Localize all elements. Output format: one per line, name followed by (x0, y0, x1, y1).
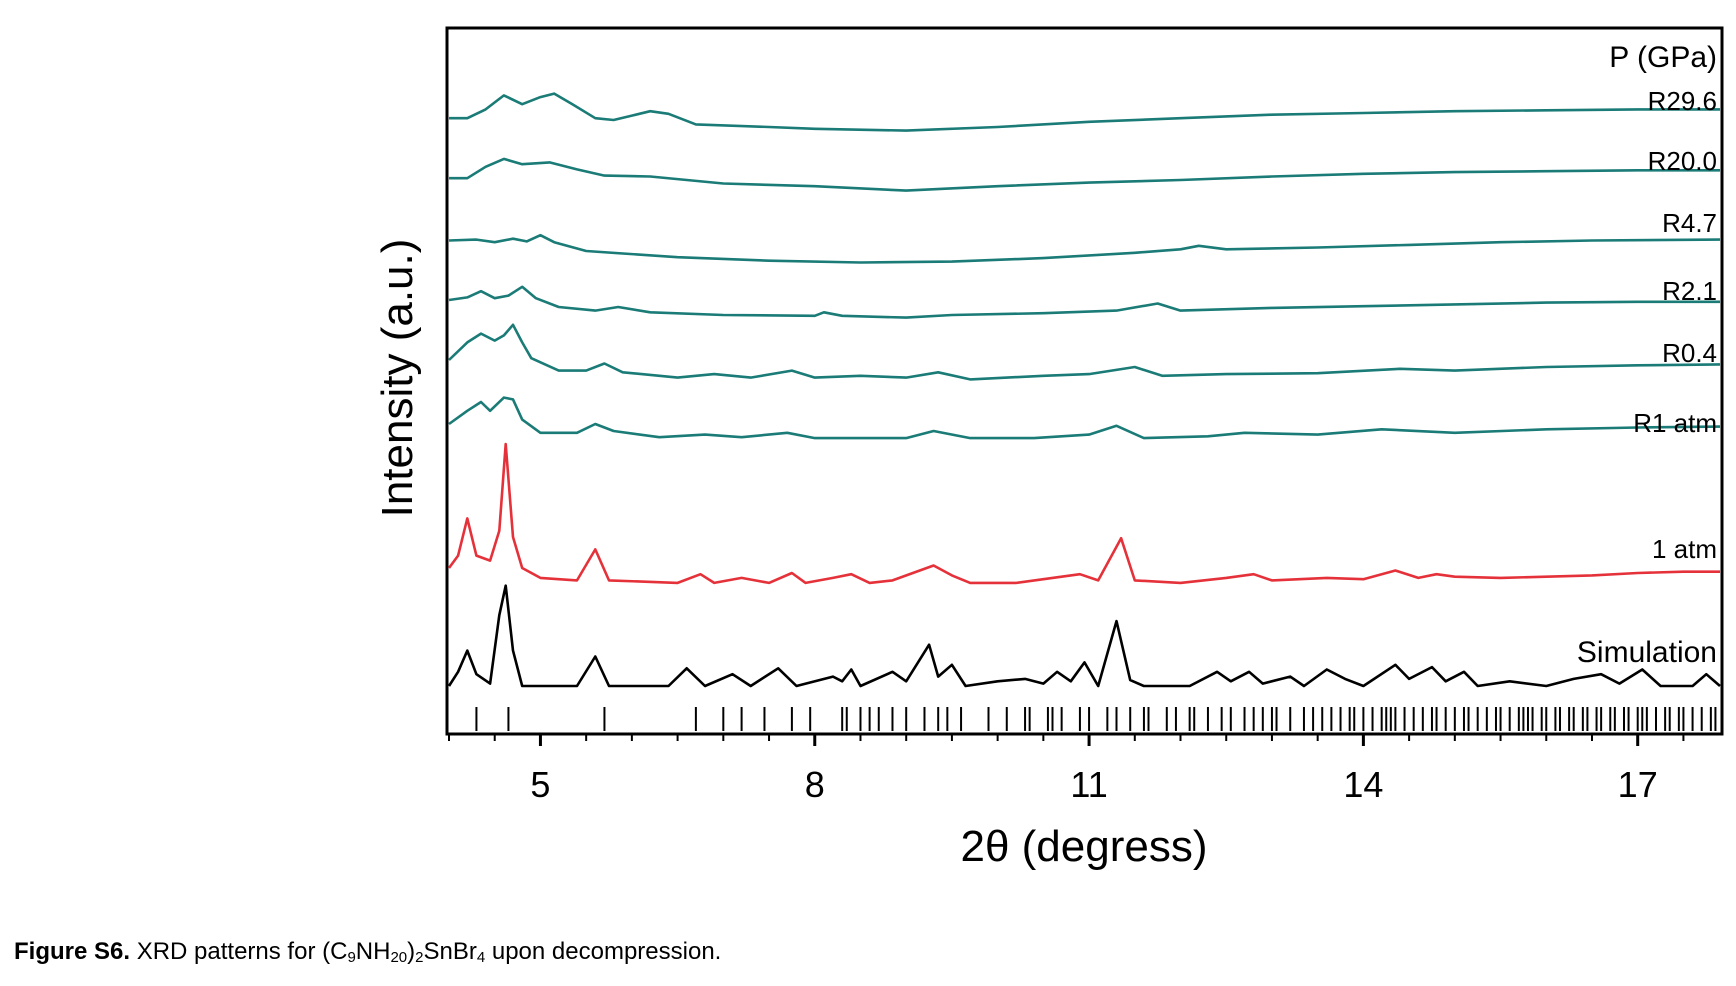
reflection-ticks (475, 707, 1717, 731)
caption-sub: 2 (415, 949, 424, 966)
xrd-chart: 5 8 11 14 17 R29.6 R20.0 R4.7 R2.1 R0.4 R1 atm 1 a… (373, 26, 1724, 871)
series-label: R0.4 (1662, 338, 1717, 368)
series-label: R1 atm (1633, 408, 1717, 438)
x-tick-label: 11 (1070, 764, 1107, 805)
caption-text: NH (355, 938, 391, 965)
x-axis-label: 2θ (degress) (960, 822, 1207, 871)
series-label: 1 atm (1652, 534, 1717, 564)
series-line-1-atm (447, 442, 1720, 585)
legend-title: P (GPa) (1609, 41, 1717, 74)
series-line-r2.1 (448, 285, 1720, 319)
series-label: Simulation (1577, 636, 1717, 669)
series-labels: R29.6 R20.0 R4.7 R2.1 R0.4 R1 atm 1 atm Simulat… (1577, 86, 1717, 669)
plot-frame (445, 26, 1724, 736)
series-line-simulation (447, 584, 1721, 688)
caption-text: XRD patterns for (C (130, 938, 348, 965)
caption-sub: 4 (476, 949, 486, 966)
caption-sub: 20 (390, 949, 408, 966)
x-tick-label: 17 (1618, 764, 1658, 805)
figure-caption: Figure S6. XRD patterns for (C9NH20)2SnB… (14, 938, 721, 966)
series-label: R4.7 (1662, 208, 1717, 238)
x-tick-label: 14 (1343, 764, 1383, 805)
caption-text: upon decompression. (485, 938, 722, 965)
y-axis-label: Intensity (a.u.) (373, 239, 422, 518)
caption-label: Figure S6. (14, 938, 131, 965)
caption-sub: 9 (347, 949, 356, 966)
caption-text: SnBr (423, 938, 477, 965)
caption-text: ) (407, 938, 416, 965)
series-line-r29.6 (449, 92, 1720, 132)
series-line-r20.0 (449, 157, 1720, 192)
x-axis: 5 8 11 14 17 (448, 734, 1685, 805)
x-tick-label: 5 (530, 764, 550, 805)
series-label: R2.1 (1662, 276, 1717, 306)
series-line-r1-atm (448, 396, 1721, 440)
series-line-r4.7 (448, 233, 1721, 264)
series-layer (447, 92, 1721, 688)
series-label: R20.0 (1648, 146, 1717, 176)
series-label: R29.6 (1648, 86, 1717, 116)
x-tick-label: 8 (805, 764, 825, 805)
series-line-r0.4 (448, 323, 1721, 381)
